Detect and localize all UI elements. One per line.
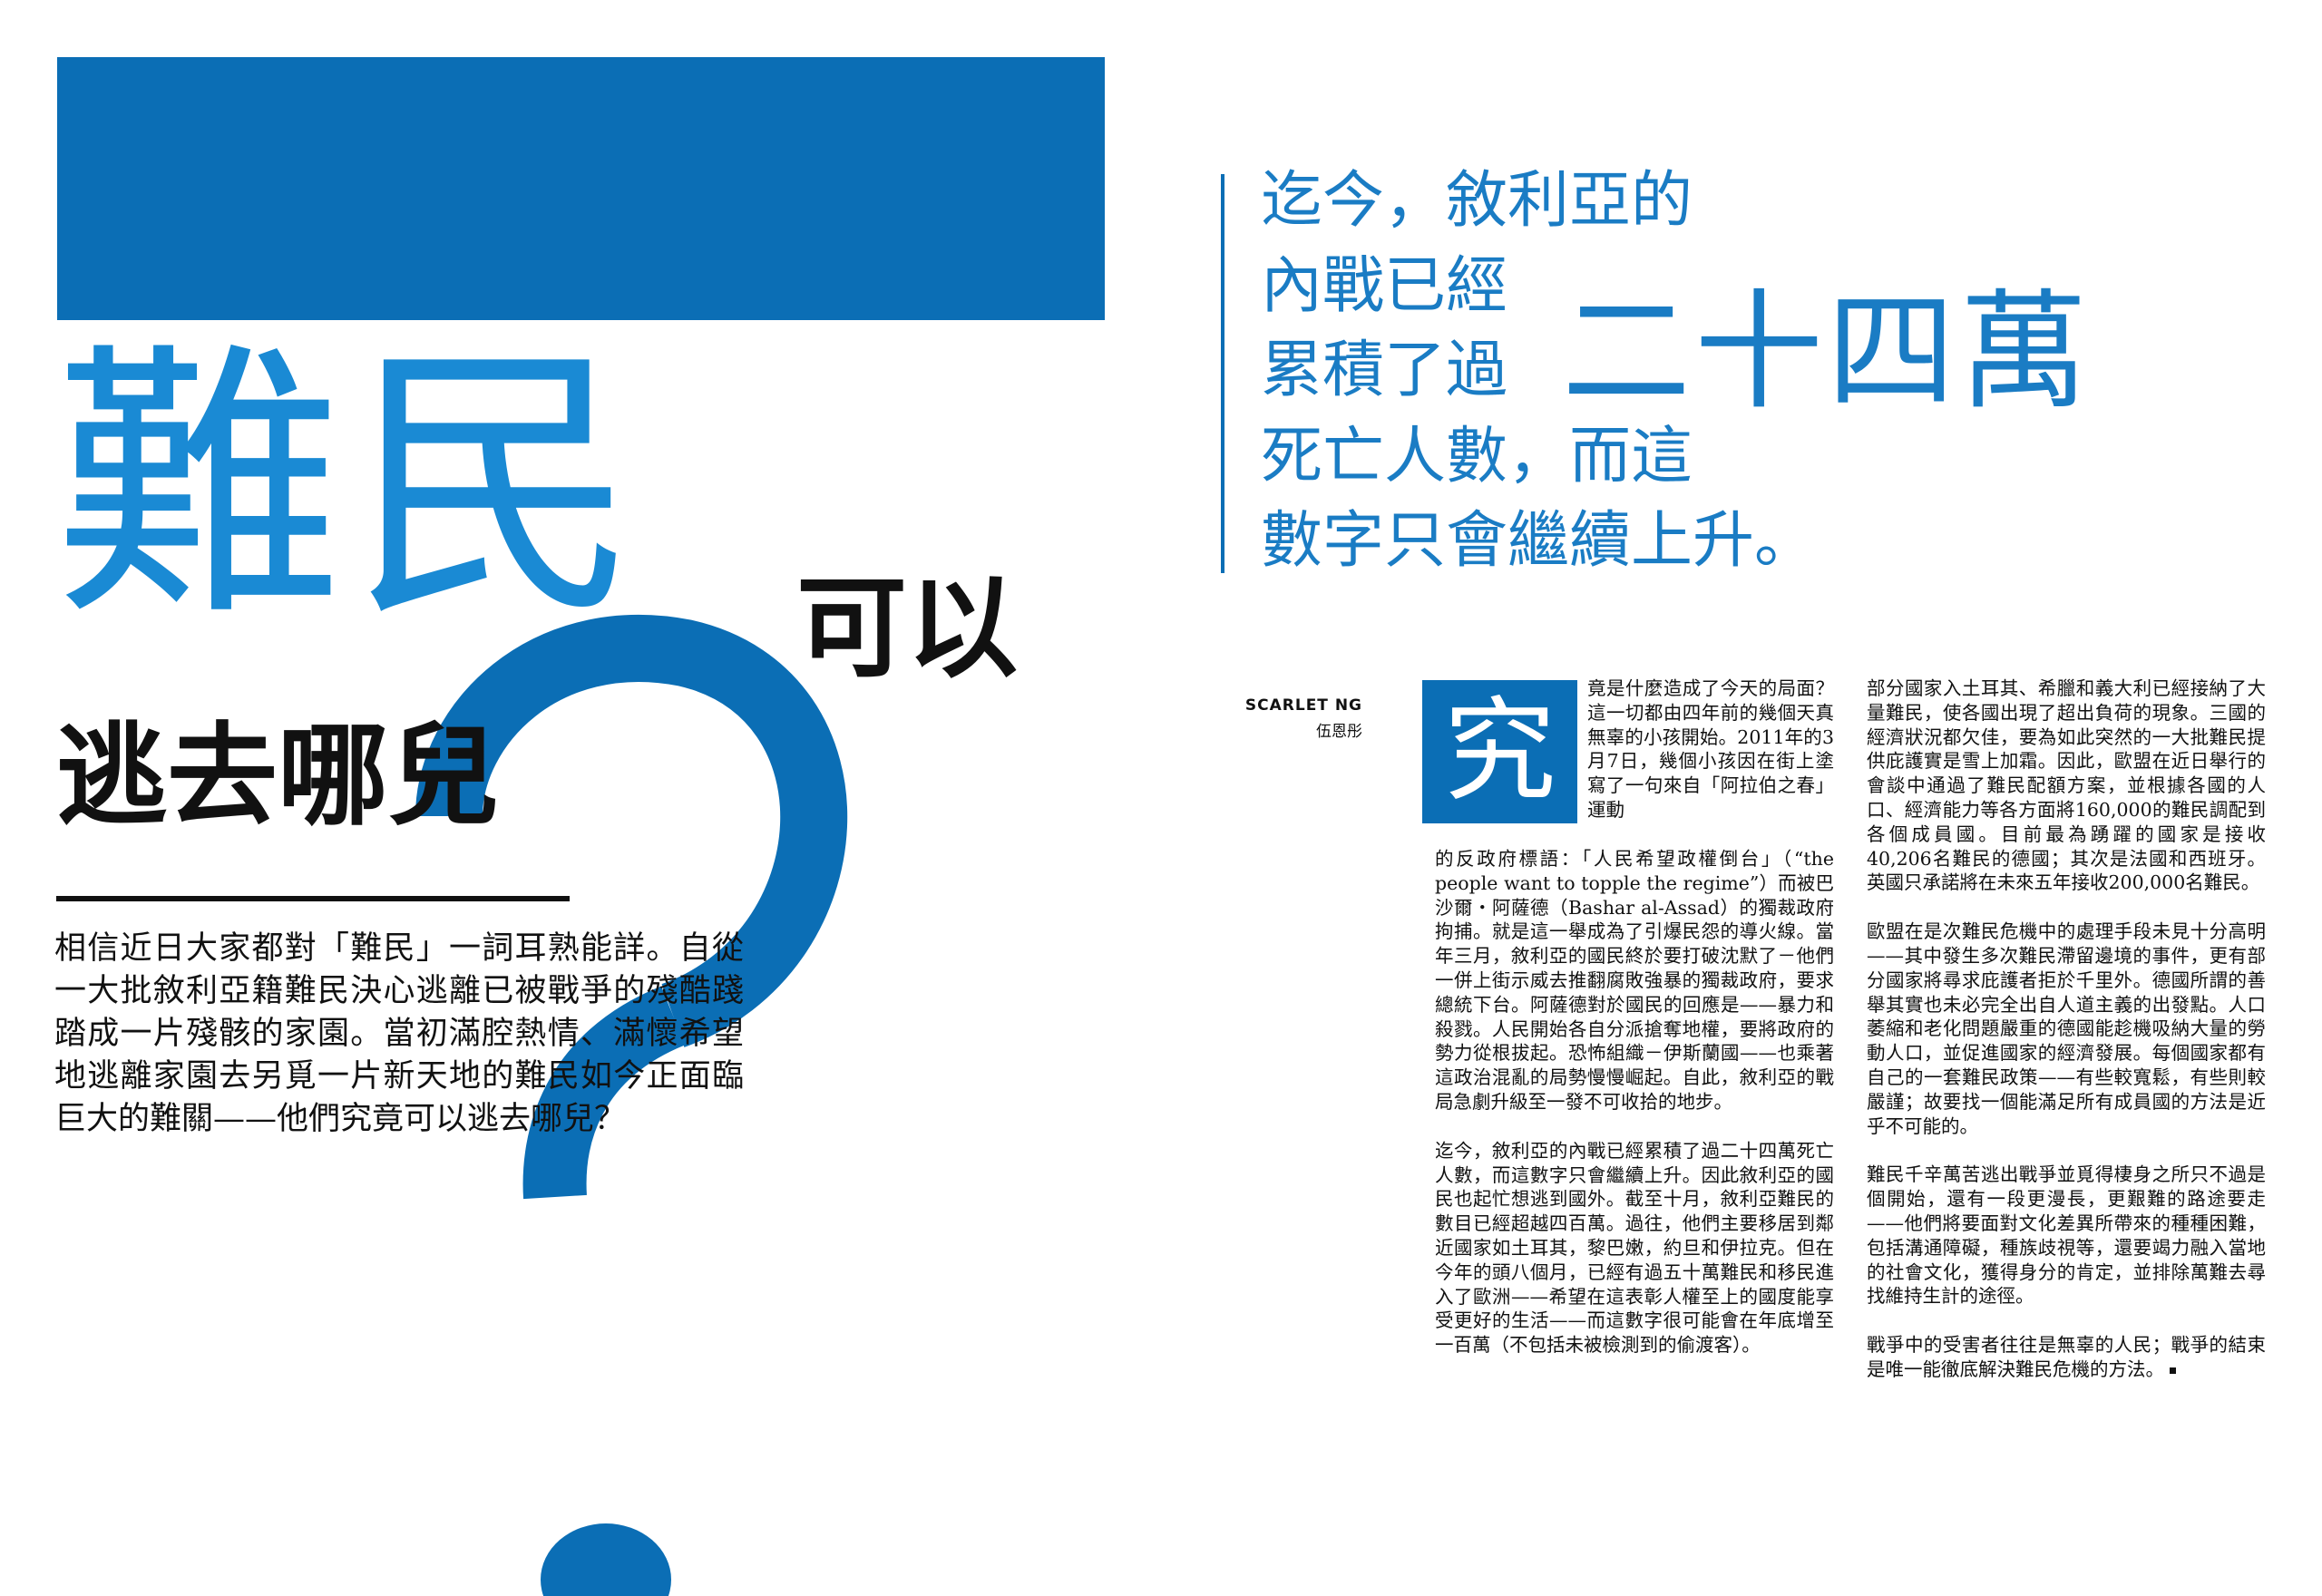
article-paragraph-final: 戰爭中的受害者往往是無辜的人民；戰爭的結束是唯一能徹底解決難民危機的方法。 xyxy=(1867,1333,2266,1382)
article-paragraph: 歐盟在是次難民危機中的處理手段未見十分高明——其中發生多次難民滯留邊境的事件，更… xyxy=(1867,920,2266,1137)
title-rule xyxy=(56,896,570,901)
article-col1-opening: 竟是什麼造成了今天的局面？這一切都由四年前的幾個天真無辜的小孩開始。2011年的… xyxy=(1587,676,1834,822)
question-mark-graphic xyxy=(415,615,848,1596)
question-mark-stem xyxy=(522,986,686,1200)
pull-quote-line-1: 迄今，敘利亞的 xyxy=(1261,165,1693,237)
question-mark-hook xyxy=(415,615,848,1047)
title-sub-line2: 逃去哪兒 xyxy=(56,712,499,841)
pull-quote-line-4: 死亡人數，而這 xyxy=(1261,421,1693,492)
question-mark-dot xyxy=(541,1523,671,1596)
article-col1: 的反政府標語：「人民希望政權倒台」（“the people want to to… xyxy=(1435,847,1834,1358)
article-paragraph: 迄今，敘利亞的內戰已經累積了過二十四萬死亡人數，而這數字只會繼續上升。因此敘利亞… xyxy=(1435,1139,1834,1357)
pull-quote-bar xyxy=(1221,174,1224,573)
article-opening-text: 竟是什麼造成了今天的局面？這一切都由四年前的幾個天真無辜的小孩開始。2011年的… xyxy=(1587,677,1834,821)
byline-name: SCARLET NG xyxy=(1244,696,1362,715)
article-paragraph: 的反政府標語：「人民希望政權倒台」（“the people want to to… xyxy=(1435,848,1834,1113)
article-paragraph: 難民千辛萬苦逃出戰爭並覓得棲身之所只不過是個開始，還有一段更漫長，更艱難的路途要… xyxy=(1867,1163,2266,1308)
pull-quote-line-3: 累積了過 xyxy=(1261,335,1508,406)
blue-banner xyxy=(57,57,1105,320)
pull-quote-line-5: 數字只會繼續上升。 xyxy=(1261,505,1817,577)
pull-quote-line-2: 內戰已經 xyxy=(1261,250,1508,322)
pull-quote-highlight: 二十四萬 xyxy=(1562,277,2092,427)
end-mark xyxy=(2170,1367,2176,1374)
article-col2: 部分國家入土耳其、希臘和義大利已經接納了大量難民，使各國出現了超出負荷的現象。三… xyxy=(1867,676,2266,1382)
byline-name-chinese: 伍恩彤 xyxy=(1316,723,1362,741)
article-paragraph: 部分國家入土耳其、希臘和義大利已經接納了大量難民，使各國出現了超出負荷的現象。三… xyxy=(1867,677,2266,894)
title-main: 難民 xyxy=(54,319,646,655)
drop-cap-character: 究 xyxy=(1443,686,1556,817)
intro-paragraph: 相信近日大家都對「難民」一詞耳熟能詳。自從一大批敘利亞籍難民決心逃離已被戰爭的殘… xyxy=(54,930,744,1137)
article-final-text: 戰爭中的受害者往往是無辜的人民；戰爭的結束是唯一能徹底解決難民危機的方法。 xyxy=(1867,1334,2266,1380)
drop-cap: 究 xyxy=(1422,680,1577,823)
title-sub-line1: 可以 xyxy=(796,564,1018,693)
